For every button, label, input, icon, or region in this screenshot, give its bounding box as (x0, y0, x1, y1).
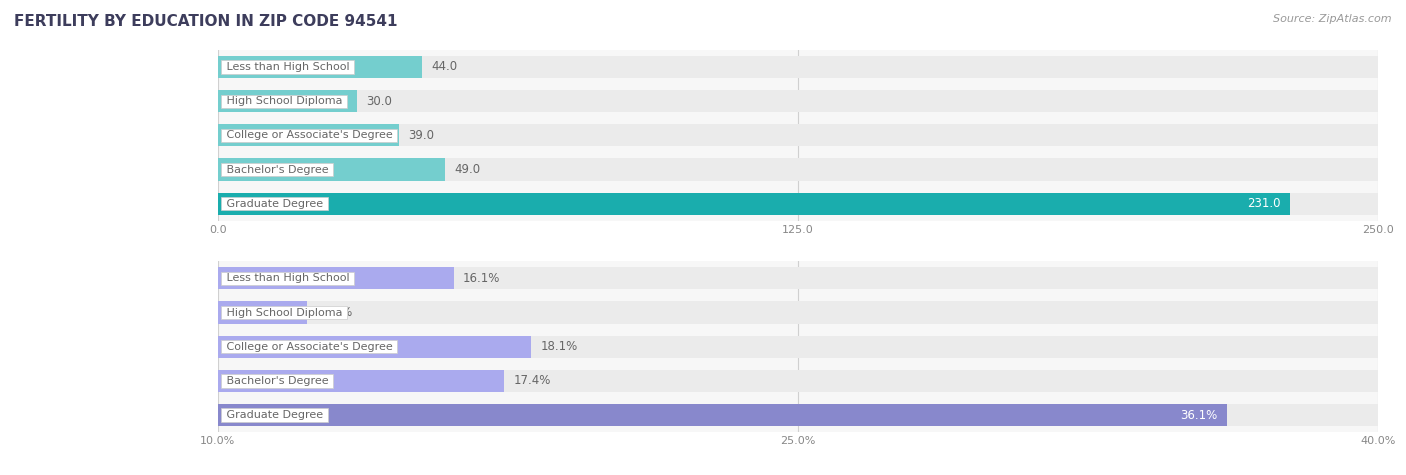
Bar (218, 193, 1378, 215)
Text: 12.3%: 12.3% (316, 306, 353, 319)
Bar (218, 56, 1378, 78)
Bar (218, 267, 454, 289)
Text: 39.0: 39.0 (408, 129, 434, 142)
Bar (218, 193, 1289, 215)
Text: Bachelor's Degree: Bachelor's Degree (222, 164, 332, 175)
Text: Less than High School: Less than High School (222, 273, 353, 284)
Bar (218, 302, 307, 323)
Bar (218, 124, 399, 146)
Bar (218, 124, 1378, 146)
Text: 16.1%: 16.1% (463, 272, 501, 285)
Text: 30.0: 30.0 (367, 95, 392, 108)
Text: Bachelor's Degree: Bachelor's Degree (222, 376, 332, 386)
Text: Less than High School: Less than High School (222, 62, 353, 72)
Text: 17.4%: 17.4% (513, 374, 551, 388)
Text: Graduate Degree: Graduate Degree (222, 410, 326, 420)
Text: 231.0: 231.0 (1247, 197, 1281, 210)
Bar (218, 56, 422, 78)
Text: College or Associate's Degree: College or Associate's Degree (222, 342, 396, 352)
Bar (218, 404, 1378, 426)
Text: 44.0: 44.0 (432, 60, 457, 74)
Text: Graduate Degree: Graduate Degree (222, 199, 326, 209)
Text: Source: ZipAtlas.com: Source: ZipAtlas.com (1274, 14, 1392, 24)
Text: High School Diploma: High School Diploma (222, 96, 346, 106)
Text: 49.0: 49.0 (454, 163, 481, 176)
Bar (218, 404, 1227, 426)
Bar (218, 90, 1378, 112)
Text: College or Associate's Degree: College or Associate's Degree (222, 130, 396, 141)
Bar (218, 370, 1378, 392)
Bar (218, 302, 1378, 323)
Bar (218, 90, 357, 112)
Text: FERTILITY BY EDUCATION IN ZIP CODE 94541: FERTILITY BY EDUCATION IN ZIP CODE 94541 (14, 14, 398, 29)
Text: 18.1%: 18.1% (540, 340, 578, 353)
Bar (218, 336, 531, 358)
Text: 36.1%: 36.1% (1181, 408, 1218, 422)
Bar (218, 370, 503, 392)
Bar (218, 336, 1378, 358)
Bar (218, 159, 446, 180)
Text: High School Diploma: High School Diploma (222, 307, 346, 318)
Bar (218, 159, 1378, 180)
Bar (218, 267, 1378, 289)
